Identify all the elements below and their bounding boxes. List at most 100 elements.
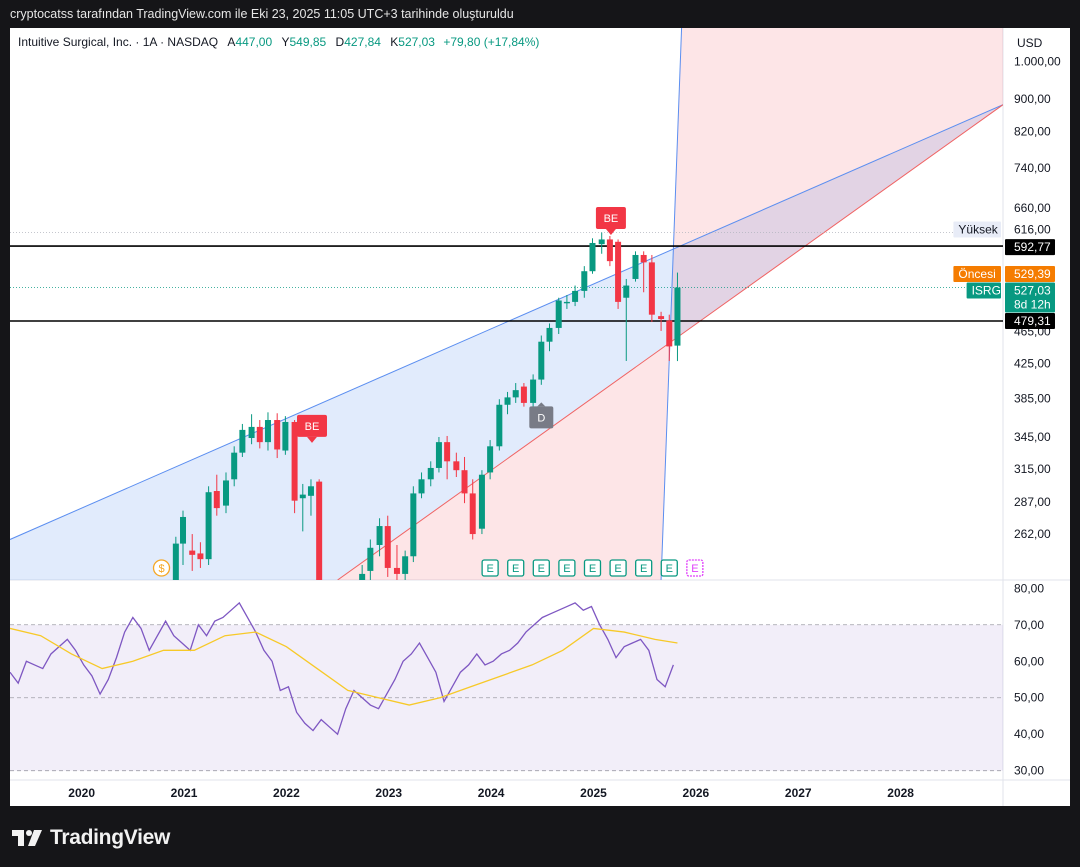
candle[interactable] xyxy=(469,479,476,540)
candle[interactable] xyxy=(623,278,630,361)
candle[interactable] xyxy=(189,534,196,571)
earnings-marker[interactable]: E xyxy=(635,559,653,577)
candle[interactable] xyxy=(180,510,187,565)
candle[interactable] xyxy=(530,374,537,409)
candle[interactable] xyxy=(598,232,605,254)
earnings-label: E xyxy=(512,563,519,575)
candle[interactable] xyxy=(427,461,434,487)
candle[interactable] xyxy=(223,472,230,514)
rsi-line[interactable] xyxy=(10,601,674,736)
candle[interactable] xyxy=(213,474,220,516)
candle[interactable] xyxy=(393,544,400,586)
candle[interactable] xyxy=(282,416,289,455)
price-tick-label: 740,00 xyxy=(1014,161,1051,175)
candle[interactable] xyxy=(606,235,613,267)
candle[interactable] xyxy=(658,311,665,331)
price-label-line[interactable]: 592,77 xyxy=(1005,239,1055,256)
time-tick-label: 2023 xyxy=(375,786,402,800)
candle[interactable] xyxy=(274,413,281,459)
candle[interactable] xyxy=(172,536,179,586)
candle[interactable] xyxy=(359,564,366,592)
earnings-marker[interactable]: E xyxy=(660,559,678,577)
candle[interactable] xyxy=(231,446,238,487)
dividend-marker[interactable]: $ xyxy=(152,559,171,577)
symbol-name[interactable]: Intuitive Surgical, Inc. · 1A · NASDAQ xyxy=(18,35,219,49)
channel-upper-line[interactable] xyxy=(10,104,1003,540)
earnings-icon xyxy=(532,559,550,577)
price-label-line[interactable]: 479,31 xyxy=(1005,313,1055,330)
be-marker[interactable]: BE xyxy=(296,414,327,443)
upcoming-earnings-marker[interactable]: E xyxy=(686,559,704,577)
candle-body xyxy=(307,486,314,496)
vertical-ray-line[interactable] xyxy=(660,28,683,580)
rsi-tick-label: 40,00 xyxy=(1014,727,1044,741)
candle[interactable] xyxy=(546,323,553,352)
candle[interactable] xyxy=(299,483,306,532)
candle[interactable] xyxy=(674,272,681,362)
price-label-tag xyxy=(953,265,1001,282)
chart-frame[interactable]: BE BE D $ E E E E E E E E E USD 1.000,00 900,00 820,00 7… xyxy=(10,28,1070,806)
candle[interactable] xyxy=(504,391,511,415)
candle[interactable] xyxy=(589,238,596,274)
candle[interactable] xyxy=(307,479,314,516)
candle[interactable] xyxy=(538,335,545,385)
price-label-high[interactable]: 616,00 Yüksek xyxy=(953,221,1055,238)
candle[interactable] xyxy=(555,297,562,334)
dividend-icon xyxy=(152,559,171,577)
marker-pointer xyxy=(306,436,317,443)
candle-body xyxy=(410,493,417,557)
earnings-marker[interactable]: E xyxy=(558,559,576,577)
rsi-ma-line[interactable] xyxy=(10,627,678,706)
candle[interactable] xyxy=(291,420,298,514)
candle[interactable] xyxy=(435,436,442,473)
candle[interactable] xyxy=(384,515,391,577)
earnings-marker[interactable]: E xyxy=(583,559,602,577)
currency-label[interactable]: USD xyxy=(1017,36,1043,50)
candle[interactable] xyxy=(666,314,673,361)
candle[interactable] xyxy=(402,550,409,583)
earnings-marker[interactable]: E xyxy=(481,559,499,577)
candle[interactable] xyxy=(572,285,579,307)
candle[interactable] xyxy=(563,294,570,309)
price-label-pre[interactable]: 529,39 Öncesi xyxy=(953,265,1055,282)
candle[interactable] xyxy=(632,251,639,282)
candle[interactable] xyxy=(581,266,588,298)
earnings-marker[interactable]: E xyxy=(532,559,550,577)
candle[interactable] xyxy=(418,472,425,499)
d-marker[interactable]: D xyxy=(529,402,554,429)
candle[interactable] xyxy=(256,420,263,449)
candle[interactable] xyxy=(478,470,485,535)
candle[interactable] xyxy=(520,383,527,407)
marker-box xyxy=(296,414,327,437)
candle[interactable] xyxy=(648,254,655,322)
be-marker[interactable]: BE xyxy=(595,207,626,236)
tradingview-logo[interactable]: TradingView xyxy=(12,822,170,854)
candle[interactable] xyxy=(453,452,460,477)
chart-canvas[interactable]: BE BE D $ E E E E E E E E E USD 1.000,00 900,00 820,00 7… xyxy=(10,28,1070,806)
candle[interactable] xyxy=(376,518,383,557)
candle[interactable] xyxy=(239,423,246,457)
candle-body xyxy=(444,442,451,462)
candle[interactable] xyxy=(248,414,255,445)
price-tick-label: 425,00 xyxy=(1014,356,1051,370)
candle[interactable] xyxy=(444,435,451,480)
candle[interactable] xyxy=(461,456,468,504)
candle[interactable] xyxy=(496,399,503,451)
candle[interactable] xyxy=(197,542,204,568)
candle[interactable] xyxy=(615,239,622,309)
earnings-icon xyxy=(660,559,678,577)
candle[interactable] xyxy=(640,251,647,293)
price-tick-label: 385,00 xyxy=(1014,391,1051,405)
earnings-marker[interactable]: E xyxy=(507,559,525,577)
earnings-marker[interactable]: E xyxy=(609,559,627,577)
candle-body xyxy=(274,420,281,450)
candle[interactable] xyxy=(410,486,417,563)
candle[interactable] xyxy=(367,539,374,580)
candle[interactable] xyxy=(487,440,494,480)
candle[interactable] xyxy=(512,383,519,403)
candle[interactable] xyxy=(316,479,323,586)
earnings-icon xyxy=(558,559,576,577)
candle[interactable] xyxy=(264,412,271,451)
candle[interactable] xyxy=(205,486,212,565)
